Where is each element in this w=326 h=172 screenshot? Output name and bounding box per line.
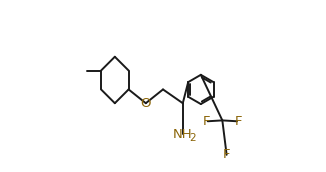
Text: F: F [235, 115, 243, 128]
Text: F: F [223, 148, 230, 161]
Text: 2: 2 [189, 133, 196, 143]
Text: F: F [202, 115, 210, 128]
Text: O: O [141, 97, 151, 110]
Text: NH: NH [173, 128, 193, 141]
